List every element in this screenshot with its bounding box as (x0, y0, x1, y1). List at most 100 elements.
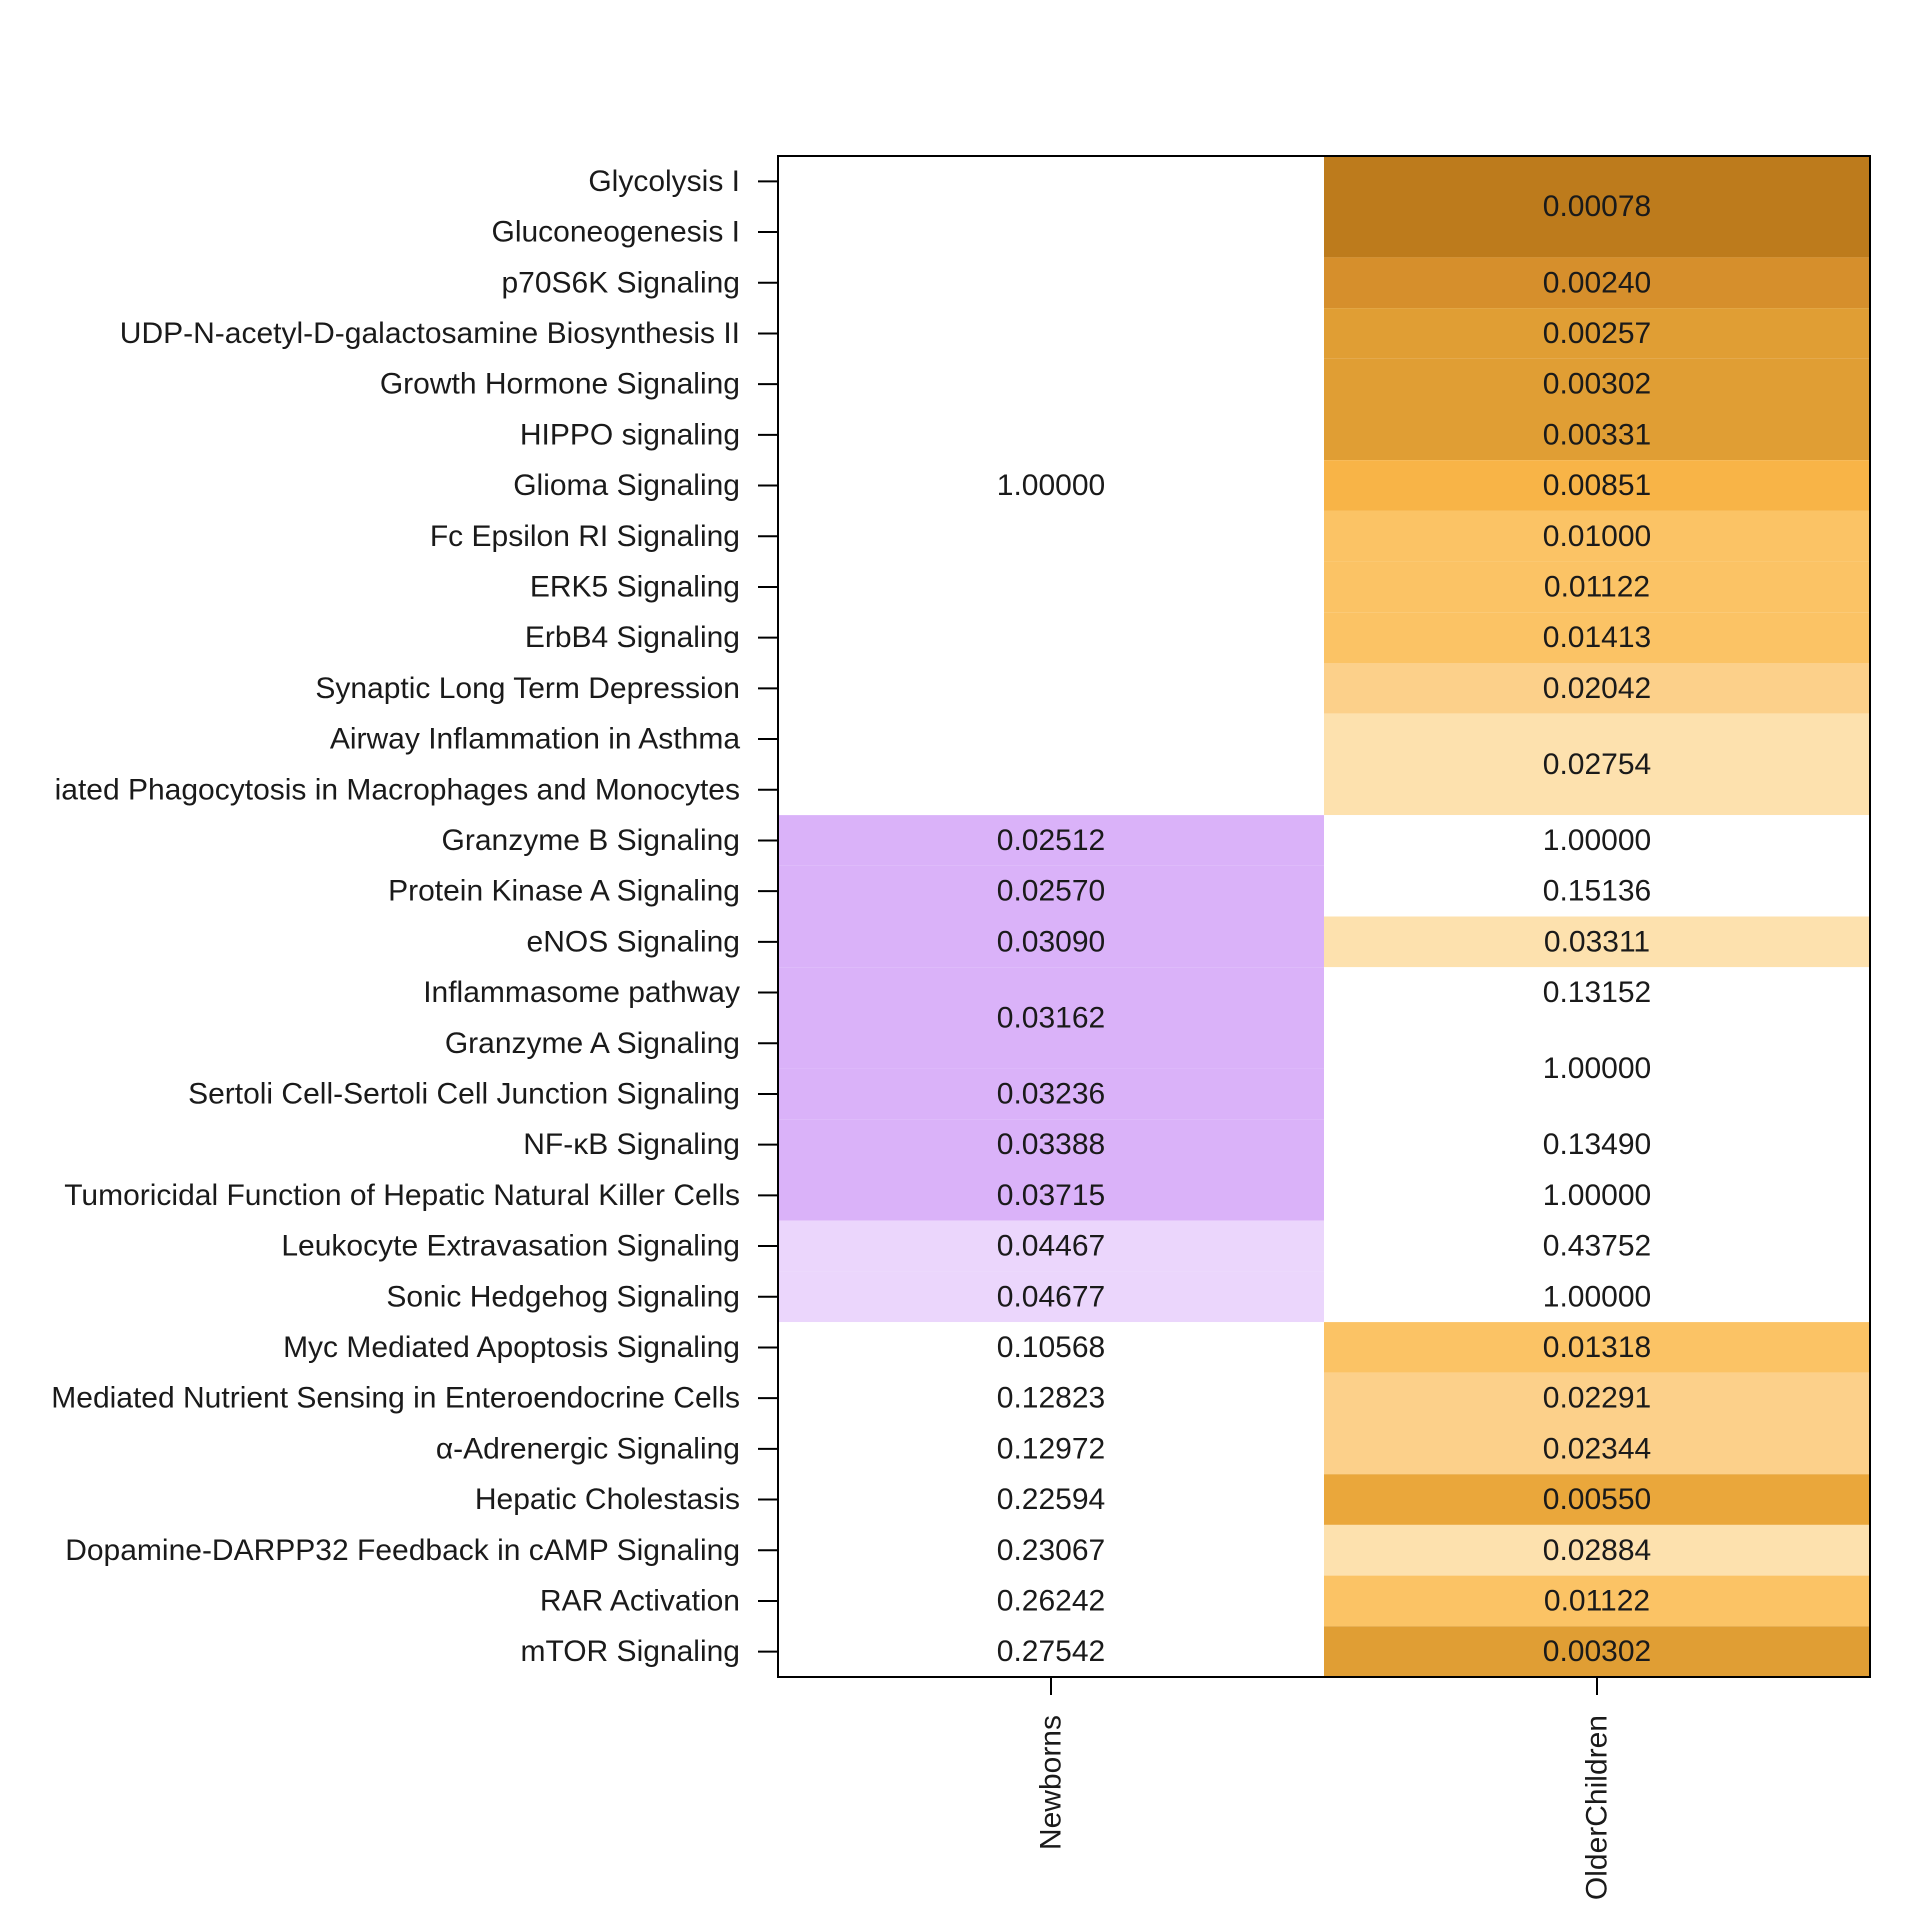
row-label: UDP-N-acetyl-D-galactosamine Biosynthesi… (120, 317, 740, 350)
heatmap-cell (1324, 865, 1870, 917)
cell-value-label: 0.10568 (997, 1331, 1105, 1364)
row-label: Synaptic Long Term Depression (315, 672, 740, 705)
row-label: Protein Kinase A Signaling (388, 875, 740, 908)
cell-value-label: 0.00851 (1543, 469, 1651, 502)
row-label: mTOR Signaling (520, 1635, 740, 1668)
cell-value-label: 0.02344 (1543, 1432, 1651, 1465)
row-label: Leukocyte Extravasation Signaling (281, 1230, 740, 1263)
cell-value-label: 0.00078 (1543, 190, 1651, 223)
cell-value-label: 1.00000 (1543, 1280, 1651, 1313)
plot-frame (777, 155, 1871, 1678)
row-label: eNOS Signaling (527, 925, 740, 958)
row-label: Myc Mediated Apoptosis Signaling (283, 1331, 740, 1364)
heatmap-cell (1324, 1372, 1870, 1424)
row-label: Granzyme B Signaling (442, 824, 740, 857)
heatmap-cell (778, 1322, 1324, 1373)
cell-value-label: 0.12972 (997, 1432, 1105, 1465)
heatmap-cell (778, 1271, 1324, 1323)
row-label: Mediated Nutrient Sensing in Enteroendoc… (51, 1382, 740, 1415)
cell-value-label: 0.02291 (1543, 1382, 1651, 1415)
heatmap-cell (1324, 612, 1870, 663)
cell-value-label: 0.00302 (1543, 1635, 1651, 1668)
cell-value-label: 0.00550 (1543, 1483, 1651, 1516)
heatmap-cell-values: 1.00000 0.02512 0.02570 0.03090 0.03162 0.032… (997, 190, 1651, 1668)
heatmap-cell (1324, 1017, 1870, 1120)
heatmap-cell (1324, 358, 1870, 410)
cell-value-label: 1.00000 (1543, 1179, 1651, 1212)
column-label: Newborns (1035, 1715, 1068, 1850)
cell-value-label: 0.22594 (997, 1483, 1105, 1516)
row-label: Glycolysis I (588, 165, 740, 198)
heatmap-cell (778, 865, 1324, 917)
row-label: Airway Inflammation in Asthma (330, 723, 740, 756)
cell-value-label: 0.01000 (1543, 520, 1651, 553)
cell-value-label: 0.03388 (997, 1128, 1105, 1161)
cell-value-label: 0.04467 (997, 1230, 1105, 1263)
heatmap-cell (778, 1575, 1324, 1627)
row-label: Sonic Hedgehog Signaling (386, 1280, 740, 1313)
heatmap-cell (778, 1170, 1324, 1221)
cell-value-label: 0.23067 (997, 1534, 1105, 1567)
heatmap-cell (778, 156, 1324, 816)
cell-value-label: 0.00331 (1543, 418, 1651, 451)
cell-value-label: 0.01318 (1543, 1331, 1651, 1364)
cell-value-label: 0.03311 (1544, 925, 1650, 958)
heatmap-cell (1324, 1119, 1870, 1170)
heatmap-cell (1324, 308, 1870, 359)
heatmap-cell (1324, 1575, 1870, 1627)
heatmap-cell (1324, 1524, 1870, 1576)
cell-value-label: 0.03162 (997, 1001, 1105, 1034)
heatmap-cell (1324, 1474, 1870, 1525)
row-label: NF-κB Signaling (523, 1128, 740, 1161)
row-axis: Glycolysis I Gluconeogenesis I p70S6K Sign… (51, 165, 778, 1668)
heatmap-cell (1324, 156, 1870, 258)
heatmap-cell (1324, 1423, 1870, 1475)
row-label: HIPPO signaling (520, 418, 740, 451)
row-label: Granzyme A Signaling (445, 1027, 740, 1060)
heatmap-cell (1324, 713, 1870, 816)
cell-value-label: 0.01122 (1544, 570, 1650, 603)
heatmap-cell (1324, 460, 1870, 511)
cell-value-label: 0.15136 (1543, 875, 1651, 908)
heatmap-cell (778, 1474, 1324, 1525)
heatmap-cell (778, 967, 1324, 1069)
cell-value-label: 0.01413 (1543, 621, 1651, 654)
heatmap-cell (778, 1220, 1324, 1272)
cell-value-label: 0.00302 (1543, 368, 1651, 401)
row-label: Fc Epsilon RI Signaling (430, 520, 740, 553)
row-label: ERK5 Signaling (530, 570, 740, 603)
cell-value-label: 0.26242 (997, 1584, 1105, 1617)
heatmap-cell (1324, 1220, 1870, 1272)
row-label: Growth Hormone Signaling (380, 368, 740, 401)
column-label: OlderChildren (1581, 1715, 1614, 1900)
row-label: Inflammasome pathway (423, 976, 740, 1009)
heatmap-cell (1324, 1271, 1870, 1323)
heatmap-cell (1324, 663, 1870, 714)
row-label: ErbB4 Signaling (525, 621, 740, 654)
row-label: Glioma Signaling (513, 469, 740, 502)
row-label: α-Adrenergic Signaling (436, 1432, 740, 1465)
cell-value-label: 0.03090 (997, 925, 1105, 958)
row-label: Gluconeogenesis I (492, 216, 741, 249)
cell-value-label: 0.02570 (997, 875, 1105, 908)
heatmap-cell (778, 1423, 1324, 1475)
row-label: Hepatic Cholestasis (475, 1483, 740, 1516)
heatmap-cell (1324, 967, 1870, 1018)
cell-value-label: 1.00000 (1543, 824, 1651, 857)
cell-value-label: 0.02512 (997, 824, 1105, 857)
heatmap-cell (778, 1524, 1324, 1576)
cell-value-label: 0.03715 (997, 1179, 1105, 1212)
cell-value-label: 1.00000 (1543, 1052, 1651, 1085)
row-label: Tumoricidal Function of Hepatic Natural … (64, 1179, 740, 1212)
heatmap-cell (1324, 1170, 1870, 1221)
heatmap-cell (1324, 561, 1870, 613)
heatmap-cell (1324, 257, 1870, 309)
row-label: RAR Activation (540, 1584, 740, 1617)
heatmap-cell (1324, 916, 1870, 968)
cell-value-label: 0.13490 (1543, 1128, 1651, 1161)
heatmap-cell (778, 1119, 1324, 1170)
heatmap-cell (1324, 1322, 1870, 1373)
cell-value-label: 0.01122 (1544, 1584, 1650, 1617)
row-label: Dopamine-DARPP32 Feedback in cAMP Signal… (65, 1534, 740, 1567)
